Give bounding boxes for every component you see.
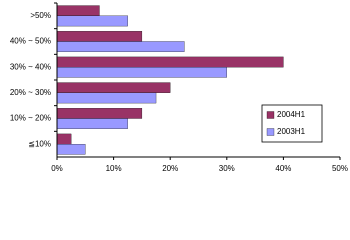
x-tick-label: 20% <box>162 164 178 173</box>
bar <box>56 82 171 93</box>
page: 0% 10% 20% 30% 40% 50% >50% 40% ~ 50% 30% ~ 40% 2… <box>9 2 349 174</box>
bar <box>56 67 227 78</box>
legend-swatch <box>266 111 275 119</box>
bar <box>56 144 86 155</box>
legend-label: 2004H1 <box>277 110 306 119</box>
y-tick-label: 20% ~ 30% <box>10 88 51 97</box>
y-tick-label: ≦10% <box>28 139 51 148</box>
bar <box>56 15 128 27</box>
bar <box>56 133 72 145</box>
bar <box>56 41 185 52</box>
x-tick-label: 50% <box>332 164 348 173</box>
y-tick-label: 30% ~ 40% <box>10 62 51 71</box>
x-tick-label: 30% <box>219 164 235 173</box>
bar <box>56 108 143 119</box>
bar <box>56 5 100 16</box>
bar <box>56 31 143 42</box>
legend-label: 2003H1 <box>277 127 306 136</box>
x-tick-label: 40% <box>275 164 291 173</box>
y-tick-label: >50% <box>30 11 51 20</box>
bar <box>56 118 128 129</box>
bar <box>56 56 284 68</box>
legend-box <box>261 104 323 143</box>
chart: 0% 10% 20% 30% 40% 50% >50% 40% ~ 50% 30% ~ 40% 2… <box>10 2 348 173</box>
x-tick-label: 0% <box>51 164 63 173</box>
y-tick-label: 10% ~ 20% <box>10 114 51 123</box>
y-tick-label: 40% ~ 50% <box>10 37 51 46</box>
legend-swatch <box>266 128 275 136</box>
bar <box>56 92 157 104</box>
x-tick-label: 10% <box>106 164 122 173</box>
